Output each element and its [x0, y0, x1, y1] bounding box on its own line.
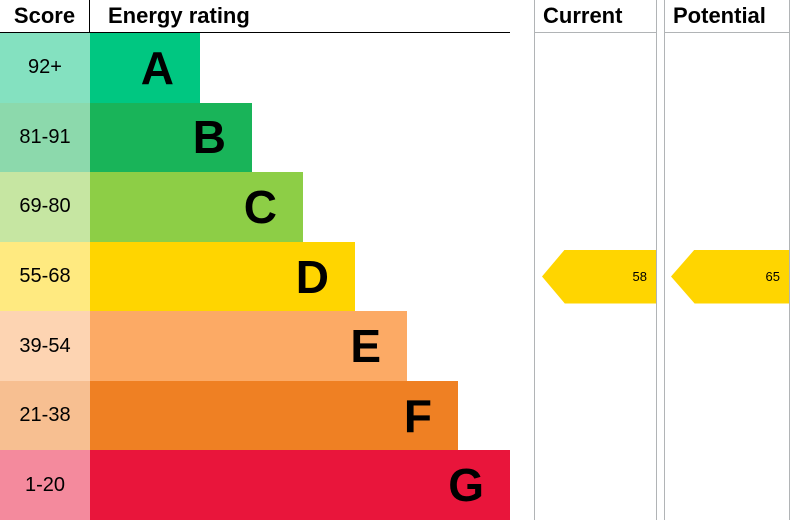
band-bar-b: B — [90, 102, 252, 173]
current-cell — [535, 172, 656, 242]
potential-cell — [665, 33, 789, 103]
current-cell — [535, 103, 656, 173]
band-bar-f: F — [90, 380, 458, 451]
potential-rating-value: 65 — [765, 269, 780, 285]
potential-column: Potential 65 — [664, 0, 790, 520]
band-row-f: 21-38 F — [0, 380, 510, 451]
potential-cell — [665, 450, 789, 520]
band-letter: E — [350, 320, 381, 373]
current-cell — [535, 33, 656, 103]
potential-cell — [665, 381, 789, 451]
potential-cell — [665, 103, 789, 173]
current-cell — [535, 311, 656, 381]
current-rating-rows: 58 — [535, 33, 656, 520]
band-letter: F — [403, 389, 432, 442]
potential-cell: 65 — [665, 242, 789, 312]
score-range: 39-54 — [0, 311, 90, 381]
energy-rating-header: Energy rating — [108, 3, 250, 28]
current-column-header: Current — [535, 0, 656, 33]
potential-cell — [665, 172, 789, 242]
current-rating-arrow: 58 — [542, 249, 656, 304]
band-bar-g: G — [90, 450, 510, 520]
band-rows: 92+ A 81-91 B 69-80 C 55-68 D 39-54 E 21-38 F 1-20 G — [0, 33, 510, 520]
rating-section: Score Energy rating 92+ A 81-91 B 69-80 C 55-6… — [0, 0, 510, 520]
score-range: 92+ — [0, 33, 90, 103]
band-row-c: 69-80 C — [0, 172, 510, 242]
band-bar-c: C — [90, 172, 303, 242]
current-rating-value: 58 — [632, 269, 647, 285]
score-column-header: Score — [0, 0, 90, 32]
band-row-e: 39-54 E — [0, 311, 510, 381]
score-range: 81-91 — [0, 102, 90, 173]
band-row-d: 55-68 D — [0, 241, 510, 312]
current-cell — [535, 381, 656, 451]
score-range: 55-68 — [0, 241, 90, 312]
score-range: 21-38 — [0, 380, 90, 451]
potential-rating-arrow: 65 — [671, 249, 789, 304]
current-column: Current 58 — [534, 0, 657, 520]
current-cell — [535, 450, 656, 520]
band-row-b: 81-91 B — [0, 102, 510, 173]
score-range: 1-20 — [0, 450, 90, 520]
band-letter: D — [295, 250, 329, 303]
band-letter: B — [192, 111, 226, 164]
potential-column-header: Potential — [665, 0, 789, 33]
band-letter: A — [140, 41, 174, 94]
band-bar-d: D — [90, 241, 355, 312]
rating-header: Score Energy rating — [0, 0, 510, 33]
band-bar-a: A — [90, 33, 200, 103]
band-bar-e: E — [90, 311, 407, 381]
potential-cell — [665, 311, 789, 381]
potential-rating-rows: 65 — [665, 33, 789, 520]
band-letter: C — [243, 180, 277, 233]
band-letter: G — [448, 459, 484, 512]
score-range: 69-80 — [0, 172, 90, 242]
band-row-g: 1-20 G — [0, 450, 510, 520]
band-row-a: 92+ A — [0, 33, 510, 103]
current-cell: 58 — [535, 242, 656, 312]
